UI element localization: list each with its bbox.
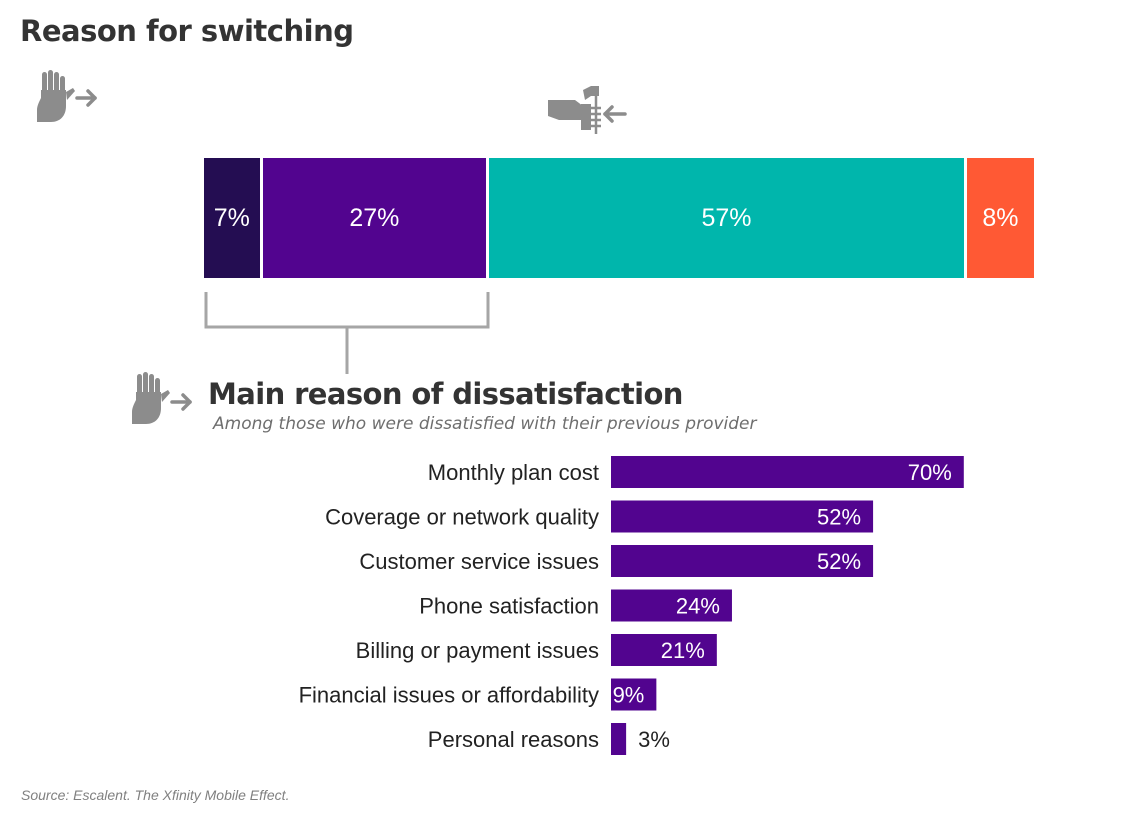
bar (611, 634, 717, 666)
value-label: 24% (676, 594, 720, 619)
value-label: 52% (817, 549, 861, 574)
segment-1-label: 7% (213, 203, 250, 232)
stop-hand-arrow-icon (132, 372, 192, 424)
category-label: Coverage or network quality (325, 505, 599, 530)
category-label: Financial issues or affordability (299, 683, 599, 708)
bar (611, 589, 732, 622)
bar (611, 545, 874, 577)
segment-3-label: 57% (701, 203, 752, 232)
segment-4-label: 8% (982, 203, 1019, 232)
value-label: 70% (908, 460, 952, 485)
stacked-segment-1: 7% (204, 158, 260, 278)
category-label: Customer service issues (359, 549, 599, 574)
dissatisfaction-title: Main reason of dissatisfaction (208, 377, 683, 411)
value-label: 52% (817, 505, 861, 530)
source-note: Source: Escalent. The Xfinity Mobile Eff… (21, 787, 290, 803)
stacked-segment-4: 8% (966, 158, 1034, 278)
category-label: Personal reasons (428, 727, 599, 752)
bar (611, 723, 627, 755)
stacked-segment-3: 57% (489, 158, 964, 278)
value-label: 9% (613, 683, 645, 708)
bracket-connector (204, 292, 490, 374)
stacked-segment-2: 27% (262, 158, 487, 278)
bar (611, 456, 964, 488)
value-label: 3% (638, 727, 670, 752)
switching-stacked-bar: 7% 27% 57% 8% (204, 158, 1034, 278)
bar (611, 500, 874, 533)
stop-hand-arrow-icon (37, 70, 97, 122)
segment-2-label: 27% (349, 203, 400, 232)
category-label: Billing or payment issues (356, 638, 599, 663)
category-label: Phone satisfaction (419, 594, 599, 619)
dissatisfaction-subtitle: Among those who were dissatisfied with t… (213, 414, 757, 434)
value-label: 21% (661, 638, 705, 663)
bar (611, 678, 657, 711)
chart-title: Reason for switching (20, 14, 354, 48)
category-label: Monthly plan cost (428, 460, 599, 485)
handshake-arrow-icon (548, 86, 627, 134)
